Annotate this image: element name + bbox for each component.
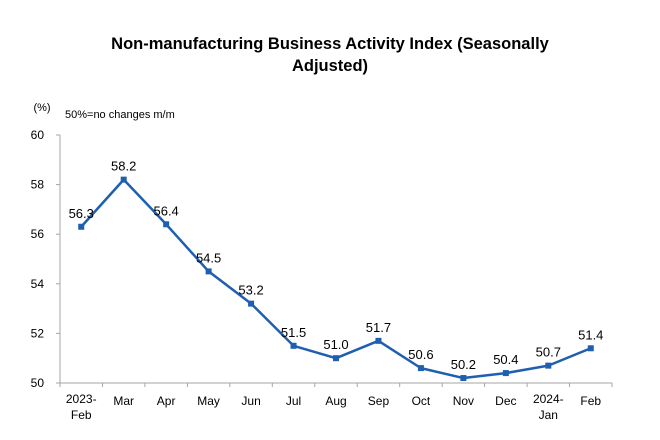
data-labels: 56.3 58.2 56.4 54.5 53.2 51.5 51.0 51.7 50.6 50.2…: [69, 159, 604, 372]
x-tick-label: Mar: [113, 394, 134, 408]
data-point-marker: [587, 345, 594, 352]
chart-title: Non-manufacturing Business Activity Inde…: [111, 35, 549, 75]
data-label: 53.2: [238, 283, 263, 298]
series-line-group: [78, 176, 594, 382]
data-point-marker: [248, 300, 255, 307]
data-label: 50.4: [493, 352, 518, 367]
y-tick-label: 52: [31, 326, 45, 340]
data-label: 50.6: [408, 347, 433, 362]
note-label: 50%=no changes m/m: [65, 109, 175, 121]
x-tick-label: 2023-: [66, 392, 97, 406]
y-tick-label: 50: [31, 376, 45, 390]
y-tick-label: 58: [31, 178, 45, 192]
x-tick-label: Nov: [453, 394, 474, 408]
data-label: 51.7: [366, 320, 391, 335]
data-label: 50.7: [536, 345, 561, 360]
data-point-marker: [205, 268, 212, 275]
data-point-marker: [120, 176, 127, 183]
data-point-marker: [78, 223, 85, 230]
y-tick-label: 60: [31, 128, 45, 142]
x-tick-label: Feb: [580, 394, 601, 408]
data-point-marker: [290, 342, 297, 349]
x-tick-label: Apr: [157, 394, 176, 408]
x-tick-label: Aug: [325, 394, 346, 408]
x-tick-label: Sep: [368, 394, 390, 408]
y-tick-label: 56: [31, 227, 45, 241]
data-point-marker: [417, 365, 424, 372]
y-tick-label: 54: [31, 277, 45, 291]
data-label: 51.4: [578, 327, 603, 342]
x-tick-label: Dec: [495, 394, 516, 408]
x-tick-label: Feb: [71, 408, 92, 422]
x-tick-label: Jan: [539, 408, 558, 422]
data-point-marker: [163, 221, 170, 228]
x-tick-label: Oct: [412, 394, 431, 408]
data-label: 51.0: [323, 337, 348, 352]
axes: 50 52 54 56 58 60 2023- Feb Mar Apr May Jun Jul Aug Se…: [31, 128, 613, 422]
data-point-marker: [375, 337, 382, 344]
x-tick-label: Jun: [241, 394, 260, 408]
y-unit-label: (%): [33, 102, 50, 114]
x-tick-label: May: [197, 394, 220, 408]
data-label: 54.5: [196, 250, 221, 265]
data-label: 58.2: [111, 159, 136, 174]
x-tick-label: 2024-: [533, 392, 564, 406]
data-point-marker: [333, 355, 339, 362]
data-point-marker: [460, 375, 467, 382]
data-label: 56.4: [153, 203, 178, 218]
data-label: 56.3: [69, 206, 94, 221]
data-point-marker: [502, 370, 509, 377]
data-label: 51.5: [281, 325, 306, 340]
x-tick-label: Jul: [286, 394, 301, 408]
data-point-marker: [545, 362, 552, 369]
data-label: 50.2: [451, 357, 476, 372]
